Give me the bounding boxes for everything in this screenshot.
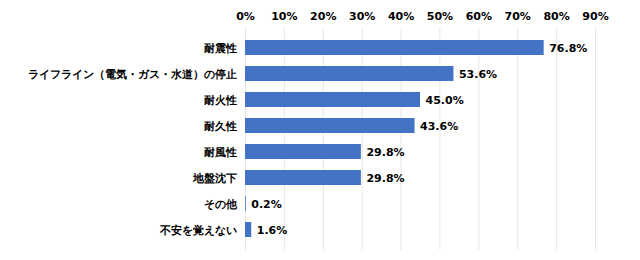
svg-text:30%: 30% (349, 10, 375, 23)
svg-text:45.0%: 45.0% (426, 94, 464, 107)
svg-text:0.2%: 0.2% (251, 198, 282, 211)
svg-text:90%: 90% (582, 10, 608, 23)
svg-text:40%: 40% (388, 10, 414, 23)
svg-text:耐風性: 耐風性 (204, 146, 237, 159)
svg-text:70%: 70% (505, 10, 531, 23)
svg-text:53.6%: 53.6% (459, 68, 497, 81)
svg-text:50%: 50% (427, 10, 453, 23)
svg-text:60%: 60% (466, 10, 492, 23)
svg-text:その他: その他 (204, 198, 238, 211)
svg-text:不安を覚えない: 不安を覚えない (159, 224, 237, 237)
svg-text:10%: 10% (271, 10, 297, 23)
svg-text:ライフライン（電気・ガス・水道）の停止: ライフライン（電気・ガス・水道）の停止 (28, 68, 237, 81)
svg-text:耐震性: 耐震性 (204, 42, 237, 55)
svg-text:1.6%: 1.6% (257, 224, 288, 237)
svg-text:76.8%: 76.8% (549, 42, 587, 55)
svg-text:29.8%: 29.8% (366, 172, 404, 185)
svg-text:地盤沈下: 地盤沈下 (192, 172, 237, 185)
svg-text:80%: 80% (543, 10, 569, 23)
svg-text:20%: 20% (310, 10, 336, 23)
svg-text:耐久性: 耐久性 (204, 120, 237, 133)
svg-text:耐火性: 耐火性 (204, 94, 237, 107)
svg-text:0%: 0% (236, 10, 255, 23)
svg-text:43.6%: 43.6% (420, 120, 458, 133)
svg-text:29.8%: 29.8% (366, 146, 404, 159)
